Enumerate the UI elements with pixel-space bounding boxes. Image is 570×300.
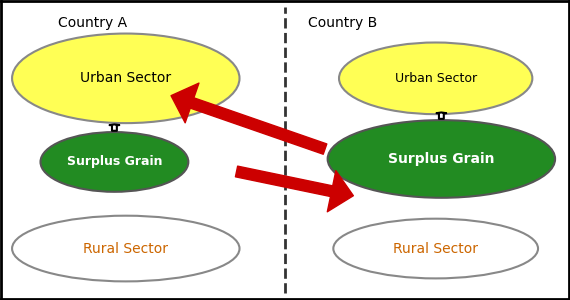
Ellipse shape <box>339 43 532 114</box>
Text: Urban Sector: Urban Sector <box>80 71 172 85</box>
Text: Rural Sector: Rural Sector <box>393 242 478 256</box>
Text: Country A: Country A <box>58 16 127 30</box>
Text: Surplus Grain: Surplus Grain <box>388 152 495 166</box>
Ellipse shape <box>328 120 555 198</box>
Text: Surplus Grain: Surplus Grain <box>67 155 162 168</box>
Ellipse shape <box>333 219 538 278</box>
Ellipse shape <box>12 216 239 281</box>
Ellipse shape <box>40 132 188 192</box>
Ellipse shape <box>12 34 239 123</box>
Text: Urban Sector: Urban Sector <box>394 72 477 85</box>
Text: Country B: Country B <box>308 16 377 30</box>
Text: Rural Sector: Rural Sector <box>83 242 168 256</box>
